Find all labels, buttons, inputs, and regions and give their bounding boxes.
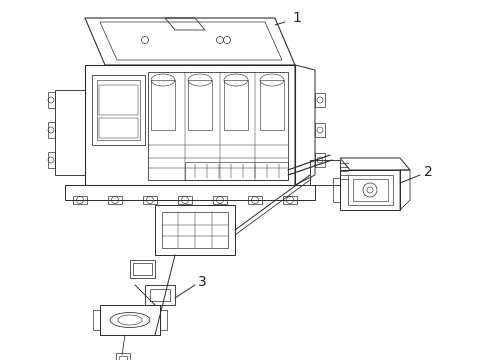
Text: 2: 2 [424, 165, 433, 179]
Text: 1: 1 [292, 11, 301, 25]
Text: 3: 3 [198, 275, 207, 289]
